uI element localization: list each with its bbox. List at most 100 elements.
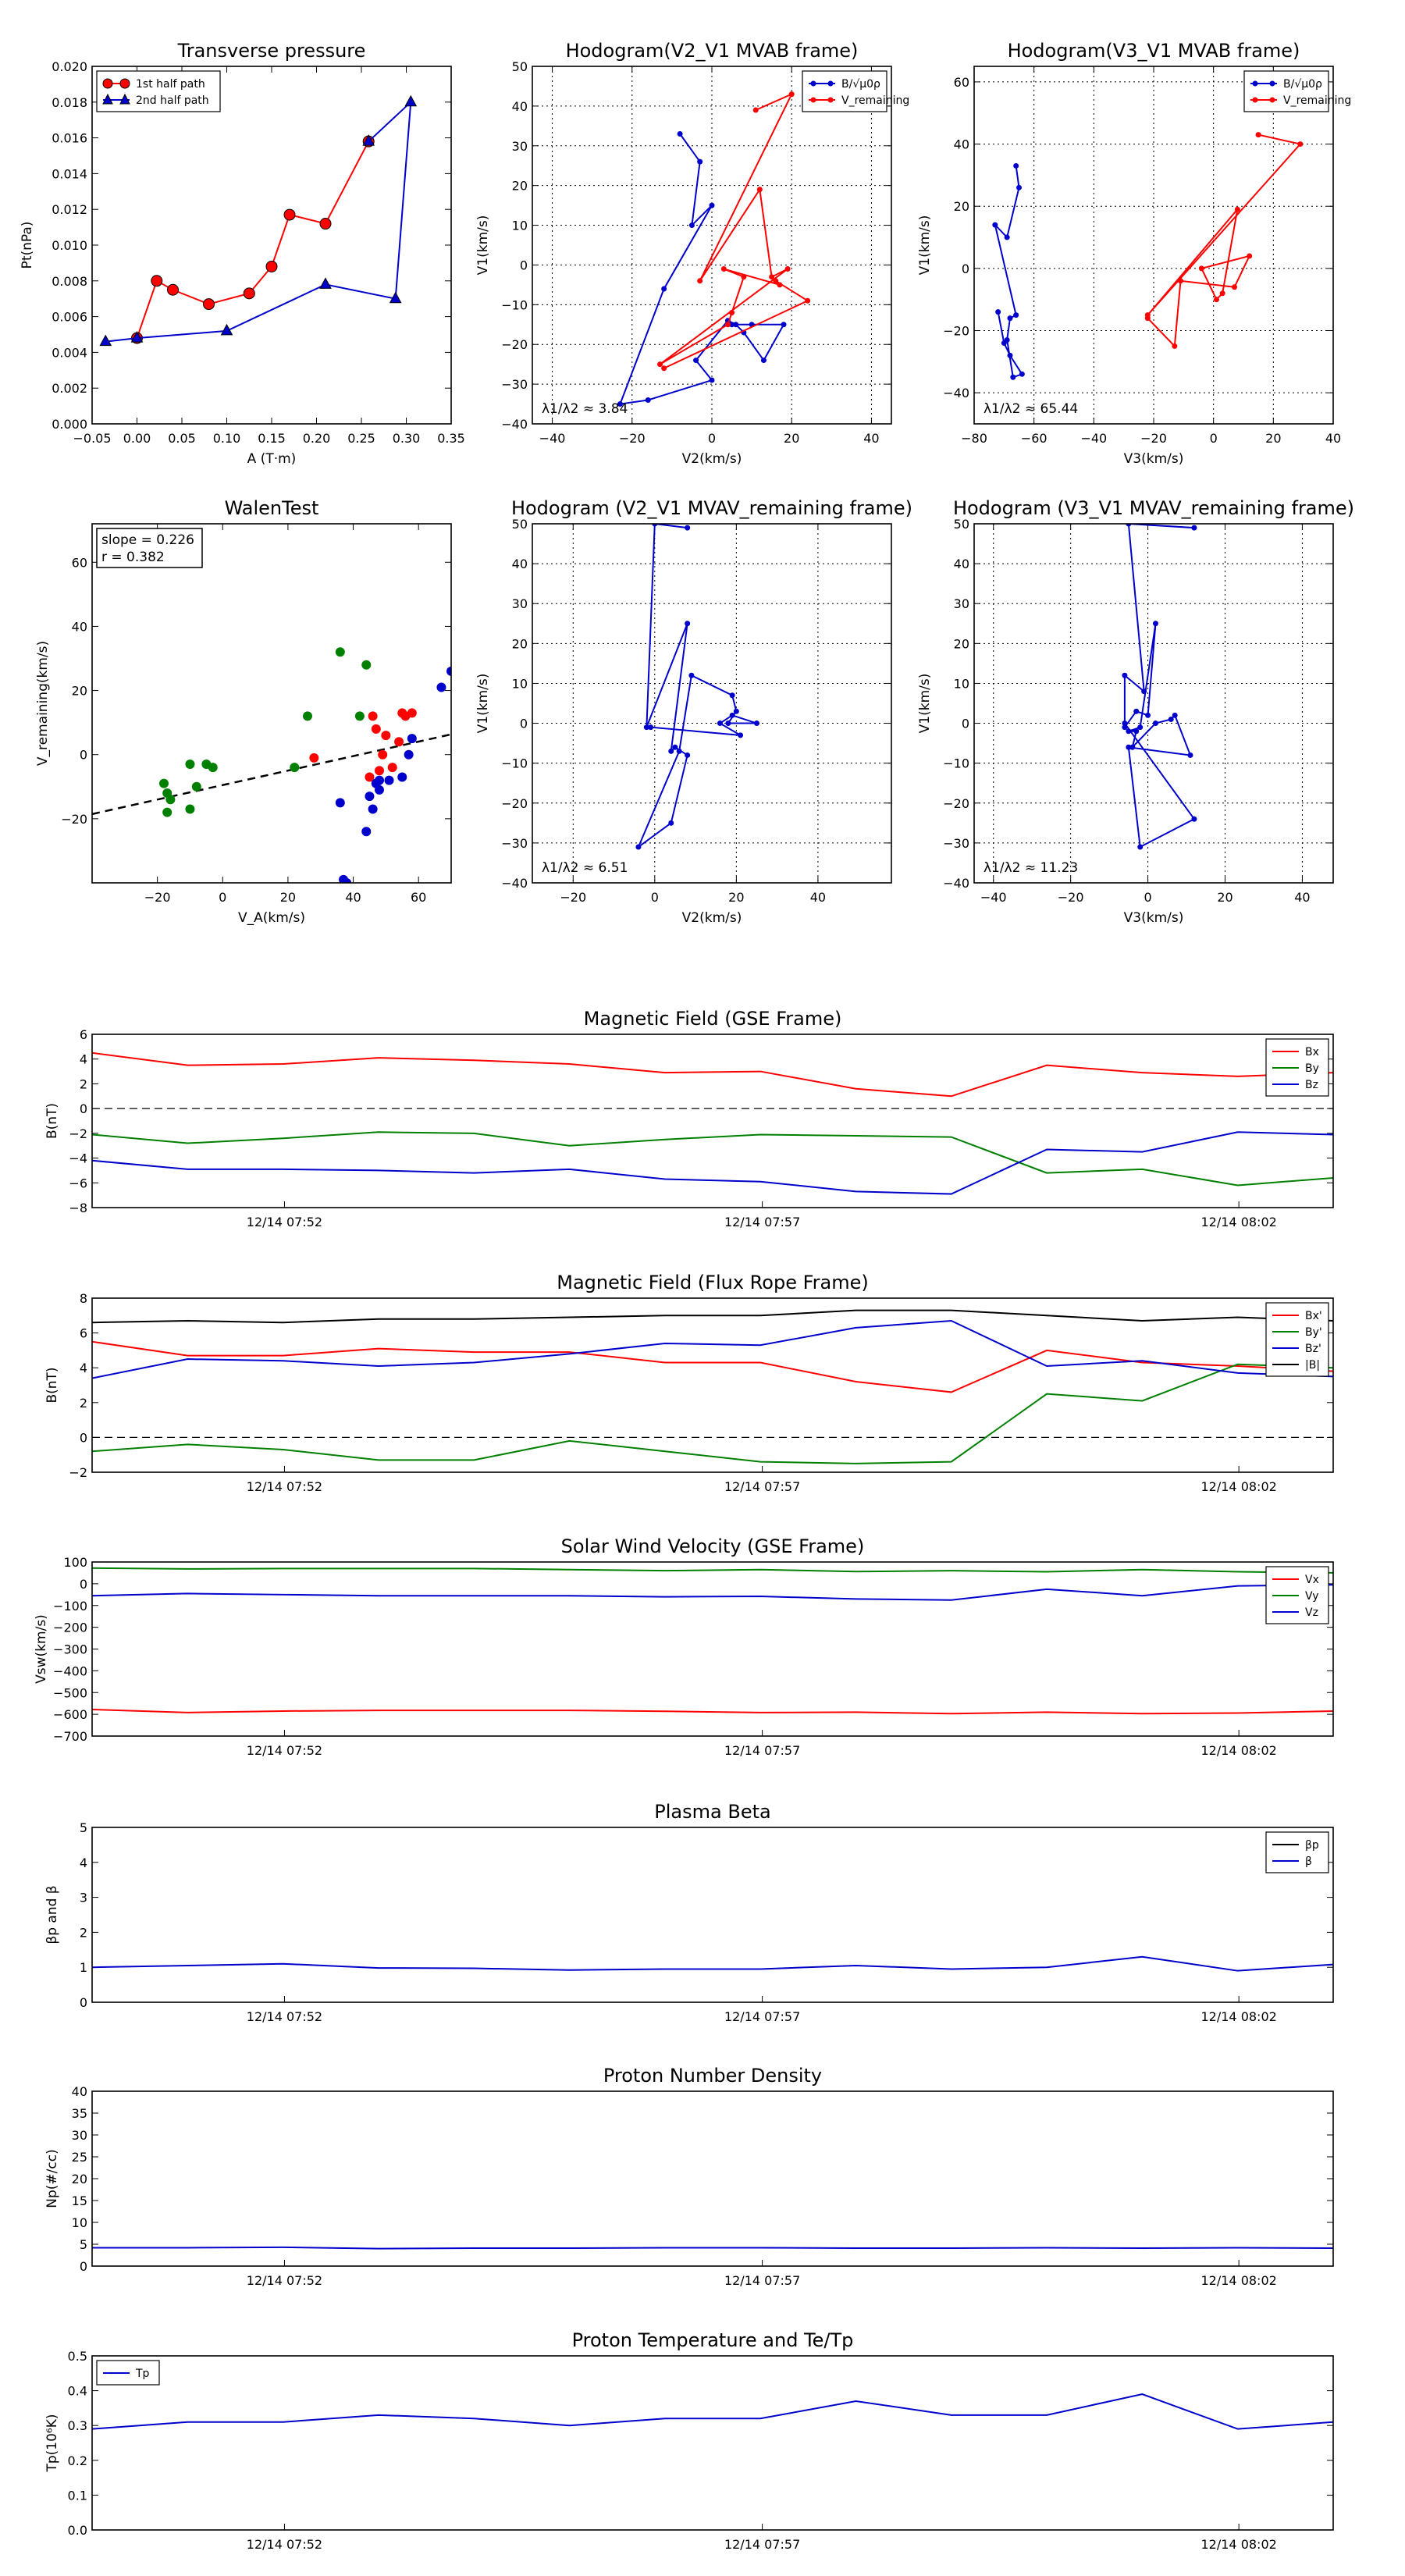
data-point	[648, 724, 654, 731]
x-tick-label: 0	[1210, 431, 1218, 446]
data-point	[1126, 744, 1132, 750]
data-point	[672, 744, 678, 750]
plot-frame	[532, 66, 892, 425]
data-point	[688, 672, 695, 678]
y-tick-label: −500	[53, 1685, 87, 1700]
data-point	[99, 334, 112, 347]
y-tick-label: −10	[501, 297, 528, 312]
y-tick-label: 0.012	[52, 202, 87, 217]
x-tick-label: 12/14 08:02	[1201, 2273, 1277, 2288]
data-point	[368, 711, 378, 721]
y-tick-label: 35	[72, 2106, 87, 2121]
x-tick-label: 60	[411, 890, 426, 905]
data-point	[1137, 844, 1144, 850]
stats-box	[96, 528, 203, 568]
chart-beta: Plasma Beta 0 1 2 3 4 5 12/14 07:52 12/14 07:57 1…	[44, 1801, 1334, 2024]
data-point	[760, 358, 767, 364]
y-tick-label: −20	[943, 796, 969, 811]
x-tick-label: 12/14 08:02	[1201, 2537, 1277, 2552]
y-tick-label: 1	[80, 1960, 87, 1975]
y-tick-label: 30	[512, 596, 528, 611]
legend-marker	[1269, 80, 1275, 87]
data-point	[335, 647, 345, 657]
y-tick-label: 40	[512, 99, 528, 114]
data-point	[688, 222, 695, 229]
legend-marker	[119, 93, 130, 105]
data-point	[1219, 290, 1225, 297]
data-point	[361, 827, 372, 837]
legend-label: Vx	[1305, 1574, 1319, 1586]
ratio-annotation: λ1/λ2 ≈ 3.84	[542, 401, 628, 417]
x-tick-label: 40	[1294, 890, 1310, 905]
plot-frame	[532, 523, 892, 884]
y-tick-label: 0.004	[52, 345, 87, 360]
data-point	[1007, 352, 1013, 358]
data-point	[404, 749, 414, 760]
legend-label: B/√μ0ρ	[841, 78, 880, 91]
data-point	[738, 732, 744, 738]
x-tick-label: −20	[560, 890, 586, 905]
x-tick-label: 0.25	[347, 431, 375, 446]
series-Vx	[92, 1708, 1333, 1715]
x-axis-label: V_A(km/s)	[238, 910, 305, 926]
series-line	[1123, 524, 1196, 849]
y-axis-label: βp and β	[44, 1885, 60, 1944]
legend: Bx' By' Bz' |B|	[1265, 1302, 1329, 1377]
series-V_remaining	[1144, 132, 1304, 349]
legend: Vx Vy Vz	[1265, 1566, 1329, 1624]
data-point	[1214, 297, 1219, 303]
y-tick-label: 4	[80, 1856, 87, 1870]
data-point	[697, 158, 703, 165]
data-point	[617, 401, 623, 407]
data-point	[375, 766, 384, 776]
data-point	[685, 621, 691, 627]
series-line	[92, 1567, 1333, 1574]
data-point	[1144, 315, 1151, 322]
legend-marker	[102, 78, 113, 89]
y-tick-label: 30	[954, 596, 969, 611]
data-point	[784, 266, 791, 272]
data-point	[733, 708, 739, 714]
chart-vsw: Solar Wind Velocity (GSE Frame) −700 −600 −…	[34, 1535, 1334, 1758]
series-blue	[335, 666, 451, 883]
plot-frame	[91, 2090, 1334, 2267]
y-tick-label: −300	[53, 1642, 87, 1657]
y-tick-label: −8	[69, 1201, 87, 1215]
y-axis-label: Vsw(km/s)	[34, 1614, 49, 1684]
y-tick-label: −200	[53, 1621, 87, 1635]
data-point	[788, 91, 795, 98]
y-tick-label: 0	[962, 262, 969, 276]
x-tick-label: −80	[961, 431, 987, 446]
y-axis-label: Pt(nPa)	[20, 222, 35, 269]
y-axis-label: B(nT)	[44, 1367, 60, 1403]
data-point	[668, 748, 674, 754]
x-axis-label: V2(km/s)	[682, 910, 742, 926]
y-tick-label: 15	[72, 2194, 87, 2208]
y-axis-label: V1(km/s)	[475, 674, 491, 734]
legend: 1st half path 2nd half path	[96, 70, 221, 112]
data-point	[677, 131, 683, 137]
y-tick-label: 0	[80, 2259, 87, 2274]
y-tick-label: 0	[80, 748, 87, 763]
x-tick-label: −0.05	[73, 431, 111, 446]
data-point	[992, 222, 998, 228]
y-tick-label: −10	[501, 756, 528, 771]
y-tick-label: 2	[80, 1925, 87, 1940]
data-point	[1187, 752, 1193, 758]
x-tick-label: 0.30	[393, 431, 421, 446]
y-tick-label: 20	[954, 636, 969, 651]
x-tick-label: −20	[144, 890, 171, 905]
data-point	[1191, 816, 1197, 822]
x-tick-label: 20	[1265, 431, 1281, 446]
x-tick-label: 20	[280, 890, 296, 905]
legend-box	[1243, 70, 1329, 112]
y-tick-label: 20	[512, 179, 528, 194]
x-tick-label: 12/14 08:02	[1201, 1215, 1277, 1229]
series-B	[1122, 524, 1197, 850]
series-line	[92, 1131, 1333, 1187]
chart-tp: Transverse pressure 0.000 0.002 0.004 0.006 0…	[20, 40, 465, 467]
y-tick-label: −2	[69, 1126, 87, 1141]
y-tick-label: 0.2	[68, 2453, 87, 2468]
series-line	[618, 133, 785, 405]
y-tick-label: −6	[69, 1176, 87, 1190]
